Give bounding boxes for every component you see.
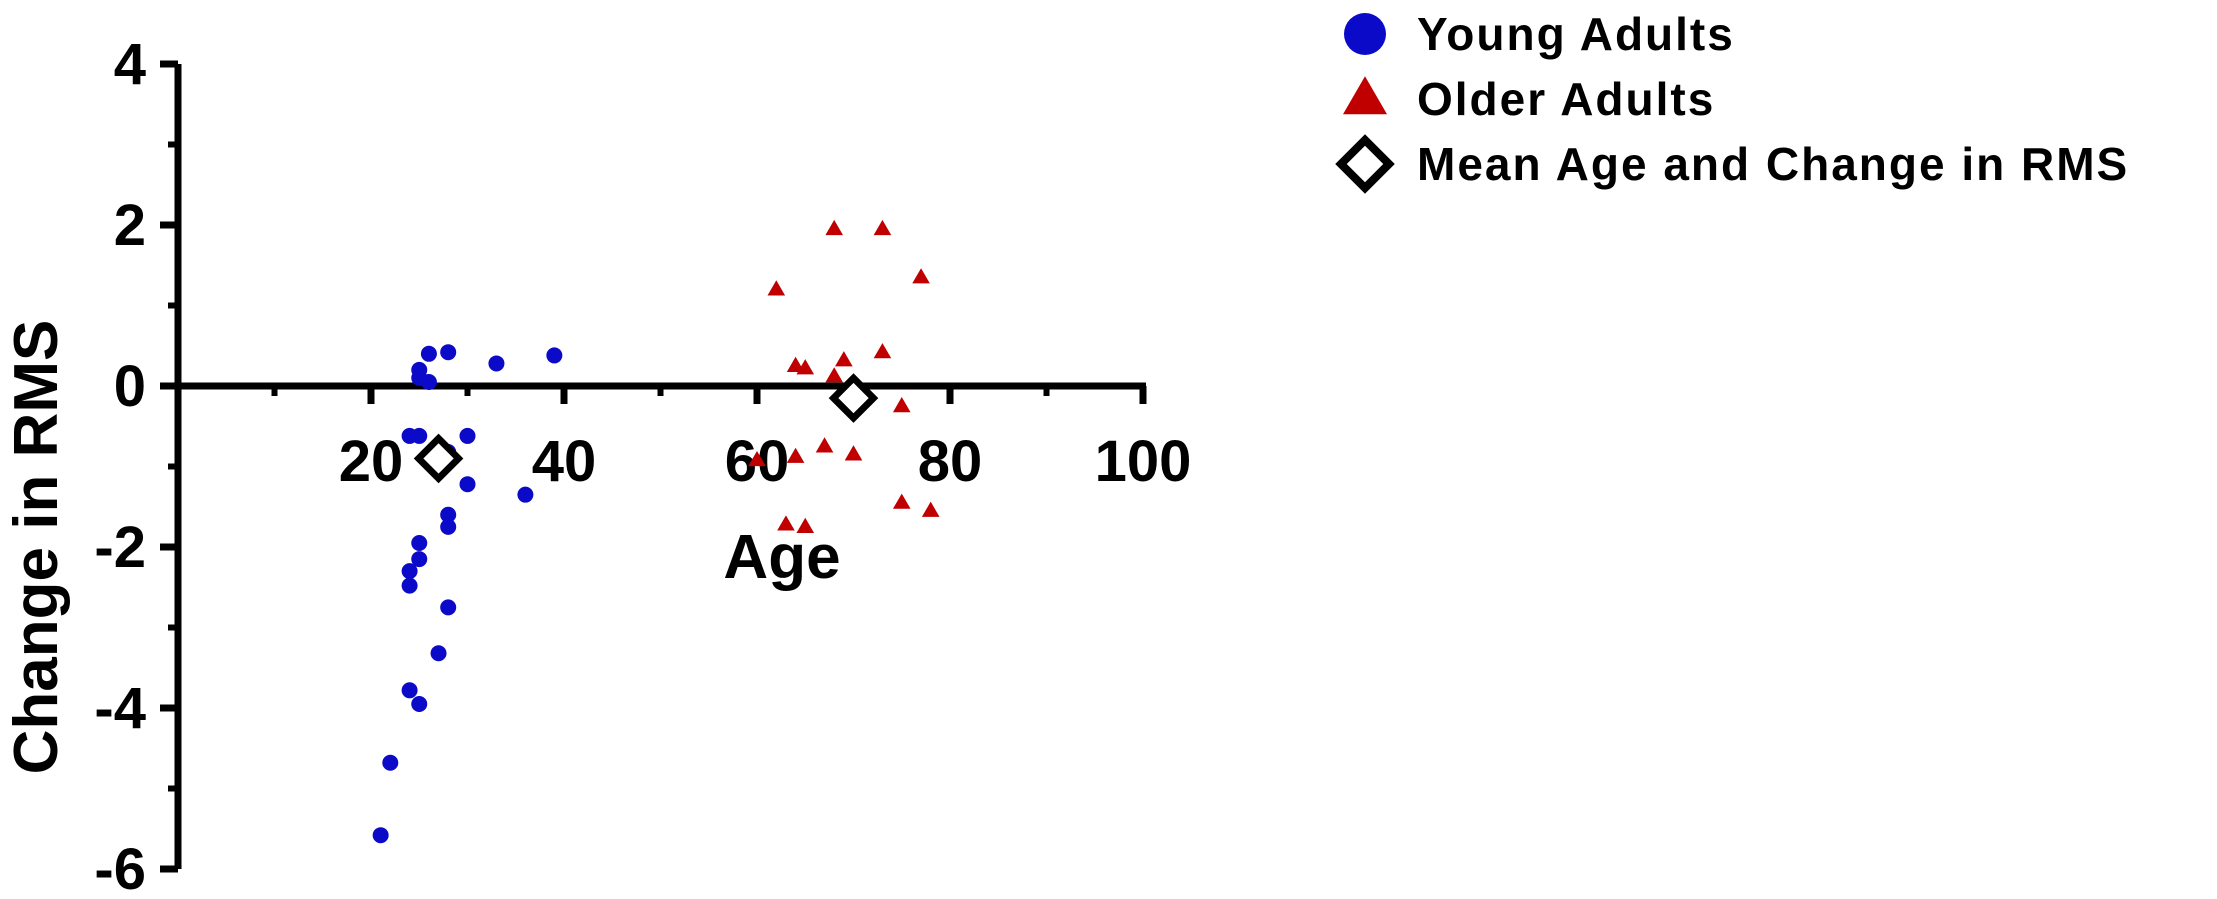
young-adult-point <box>411 534 428 551</box>
legend-label: Older Adults <box>1417 73 1715 125</box>
older-adult-point <box>825 367 843 383</box>
young-adult-point <box>420 373 437 390</box>
older-adult-point <box>835 351 853 367</box>
older-adult-point <box>873 219 892 236</box>
data-points <box>372 219 940 844</box>
y-tick-label: 0 <box>114 354 146 419</box>
older-adult-point <box>786 356 805 372</box>
young-adult-point <box>420 345 437 362</box>
x-tick-label: 80 <box>918 429 983 494</box>
young-adult-point <box>430 645 447 662</box>
y-axis-title: Change in RMS <box>2 320 71 775</box>
older-adult-point <box>767 280 786 296</box>
young-adult-point <box>517 486 534 503</box>
young-adult-point <box>401 577 418 594</box>
young-adult-point <box>401 682 418 699</box>
older-adult-point <box>815 437 834 453</box>
y-tick-label: -4 <box>94 676 146 741</box>
y-tick-label: 2 <box>114 193 146 258</box>
older-adult-point <box>892 397 911 413</box>
y-tick-label: -2 <box>94 515 146 580</box>
older-adult-point <box>873 343 892 359</box>
legend-label: Young Adults <box>1417 8 1735 60</box>
young-adult-point <box>459 427 476 444</box>
young-adult-point <box>382 754 399 771</box>
older-adult-point <box>892 493 911 509</box>
x-tick-label: 40 <box>532 429 597 494</box>
y-tick-label: 4 <box>114 32 146 97</box>
mean-point <box>413 433 464 484</box>
older-adult-point <box>921 501 940 517</box>
x-tick-label: 100 <box>1095 429 1192 494</box>
older-adult-point <box>777 515 795 531</box>
x-axis-title: Age <box>723 523 840 592</box>
older-adult-point <box>912 268 930 284</box>
older-adult-point <box>748 450 766 467</box>
young-adult-point <box>440 506 457 523</box>
legend-label: Mean Age and Change in RMS <box>1417 138 2129 190</box>
young-adult-point <box>411 427 428 444</box>
older-adult-point <box>825 219 843 236</box>
axes: -6-4-202420406080100 <box>94 32 1191 899</box>
young-adult-point <box>440 344 457 361</box>
older-adult-point <box>796 359 815 375</box>
legend: Young Adults Older Adults Mean Age and Cha… <box>1335 8 2129 194</box>
legend-marker-diamond <box>1335 134 1395 194</box>
legend-marker-circle <box>1344 13 1386 55</box>
young-adult-point <box>411 695 428 712</box>
young-adult-point <box>411 551 428 568</box>
young-adult-point <box>546 347 563 364</box>
legend-marker-triangle <box>1343 76 1387 115</box>
young-adult-point <box>488 355 505 372</box>
young-adult-point <box>440 599 457 616</box>
x-tick-label: 20 <box>339 429 404 494</box>
older-adult-point <box>796 517 815 533</box>
young-adult-point <box>401 563 418 580</box>
older-adult-point <box>786 447 805 463</box>
young-adult-point <box>372 827 389 844</box>
older-adult-point <box>844 445 863 461</box>
young-adult-point <box>440 518 457 535</box>
mean-point <box>828 373 879 423</box>
young-adult-point <box>459 476 476 493</box>
y-tick-label: -6 <box>94 837 146 899</box>
